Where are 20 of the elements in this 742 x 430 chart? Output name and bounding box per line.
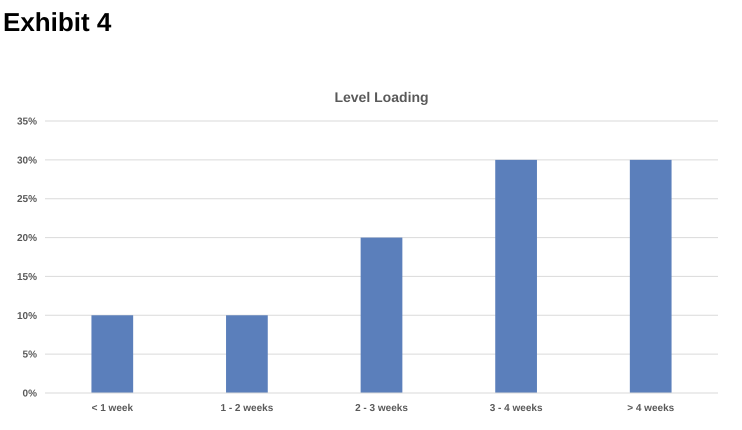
bar <box>495 160 537 393</box>
y-tick-label: 15% <box>16 272 38 283</box>
y-tick-label: 0% <box>22 388 38 400</box>
y-tick-label: 20% <box>16 233 38 244</box>
y-tick-label: 35% <box>16 116 38 128</box>
y-tick-label: 30% <box>16 155 38 166</box>
y-tick-label: 5% <box>22 350 38 361</box>
x-tick-label: 1 - 2 weeks <box>220 403 274 414</box>
y-tick-label: 10% <box>16 310 38 322</box>
bar <box>91 315 134 393</box>
x-tick-label: > 4 weeks <box>627 403 675 414</box>
bar <box>630 160 672 393</box>
chart-title: Exhibit 4 <box>3 7 112 37</box>
x-tick-label: 2 - 3 weeks <box>355 403 408 414</box>
bar <box>360 238 402 393</box>
bar <box>226 315 268 393</box>
x-tick-label: < 1 week <box>92 403 134 414</box>
y-tick-label: 25% <box>16 194 38 206</box>
chart-subtitle: Level Loading <box>334 89 429 105</box>
x-tick-label: 3 - 4 weeks <box>490 403 543 414</box>
